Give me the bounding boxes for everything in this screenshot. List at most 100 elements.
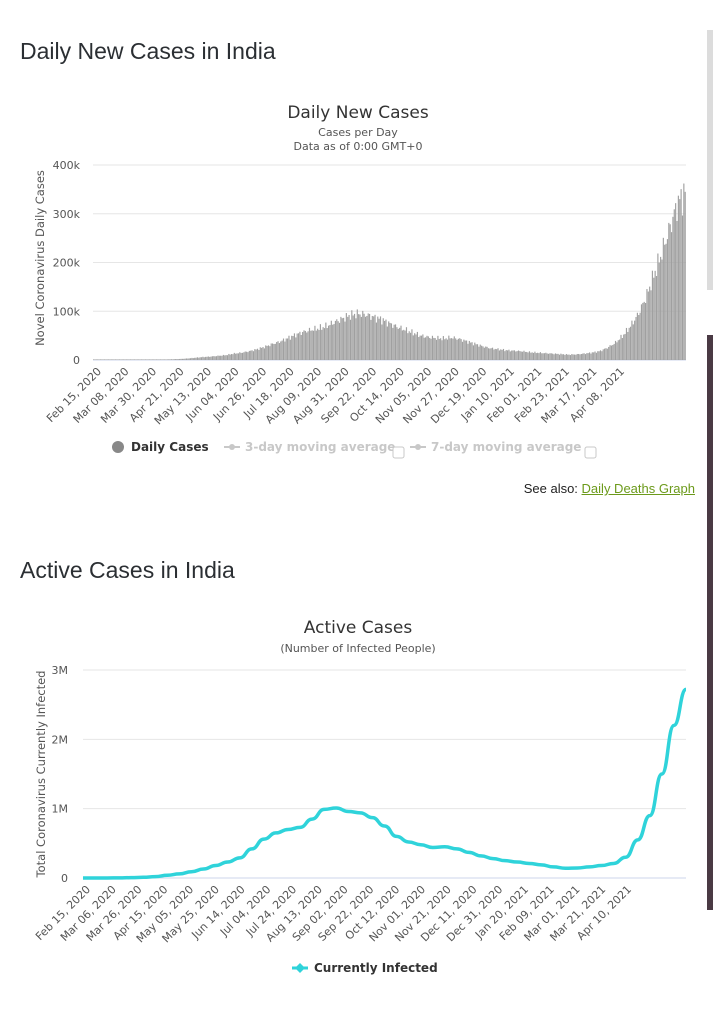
daily-case-bar [233, 352, 235, 360]
daily-case-bar [442, 336, 444, 360]
daily-case-bar [99, 359, 101, 360]
daily-case-bar [613, 343, 615, 360]
daily-case-bar [276, 342, 278, 360]
daily-case-bar [277, 341, 279, 360]
daily-case-bar [502, 348, 505, 360]
daily-case-bar [159, 359, 162, 360]
daily-case-bar [228, 353, 230, 360]
currently-infected-line [83, 687, 688, 880]
daily-case-bar [322, 327, 324, 360]
daily-case-bar [330, 320, 332, 360]
daily-case-bar [568, 354, 570, 360]
daily-case-bar [414, 333, 416, 360]
daily-case-bar [162, 359, 164, 360]
daily-case-bar [487, 348, 490, 360]
daily-case-bar [567, 354, 569, 360]
daily-case-bar [243, 352, 245, 360]
daily-case-bar [621, 338, 623, 360]
daily-case-bar [317, 328, 319, 360]
daily-case-bar [460, 339, 462, 360]
daily-case-bar [288, 335, 290, 360]
daily-case-bar [236, 353, 238, 360]
daily-case-bar [617, 340, 619, 360]
daily-case-bar [400, 325, 402, 360]
daily-case-bar [515, 351, 517, 360]
daily-case-bar [112, 359, 114, 360]
daily-case-bar [646, 289, 648, 360]
daily-case-bar [429, 337, 431, 360]
daily-case-bar [392, 327, 394, 360]
daily-case-bar [604, 348, 606, 360]
daily-case-bar [292, 336, 294, 360]
daily-case-bar [598, 351, 600, 360]
legend-item-1[interactable]: 3-day moving average [245, 440, 395, 454]
active-cases-heading: Active Cases in India [20, 557, 235, 583]
legend-currently-infected[interactable]: Currently Infected [314, 961, 438, 975]
daily-case-bar [420, 335, 423, 360]
daily-case-bar [651, 270, 654, 360]
legend-item-2[interactable]: 7-day moving average [431, 440, 581, 454]
daily-case-bar [393, 324, 395, 360]
daily-case-bar [573, 354, 576, 360]
daily-case-bar [252, 351, 255, 360]
daily-case-bar [293, 333, 296, 360]
daily-case-bar [337, 321, 339, 360]
daily-case-bar [517, 350, 520, 360]
daily-case-bar [128, 359, 130, 360]
daily-case-bar [367, 313, 369, 360]
daily-case-bar [408, 331, 410, 360]
daily-case-bar [375, 322, 377, 360]
daily-case-bar [463, 339, 465, 360]
daily-case-bar [250, 350, 252, 360]
daily-case-bar [188, 358, 190, 360]
daily-case-bar [661, 259, 663, 360]
daily-case-bar [553, 354, 555, 360]
daily-case-bar [377, 316, 379, 360]
daily-case-bar [584, 354, 587, 360]
legend-point-marker [415, 444, 421, 450]
daily-case-bar [291, 335, 293, 360]
daily-case-bar [629, 326, 632, 360]
daily-case-bar [419, 335, 421, 360]
daily-case-bar [476, 344, 479, 360]
legend-item-0[interactable]: Daily Cases [131, 440, 209, 454]
daily-case-bar [127, 359, 129, 360]
daily-case-bar [434, 338, 436, 360]
daily-case-bar [631, 320, 633, 360]
daily-case-bar [343, 317, 345, 360]
daily-case-bar [520, 351, 522, 360]
daily-case-bar [103, 359, 106, 360]
daily-case-bar [117, 359, 119, 360]
daily-case-bar [665, 243, 667, 360]
daily-case-bar [370, 319, 372, 360]
see-also-prefix: See also: [523, 481, 578, 496]
daily-case-bar [207, 356, 209, 360]
daily-case-bar [532, 352, 535, 360]
daily-case-bar [225, 355, 227, 360]
daily-case-bar [425, 337, 427, 360]
daily-case-bar [170, 359, 173, 360]
daily-case-bar [338, 322, 341, 360]
daily-case-bar [632, 324, 634, 360]
y-tick-label: 1M [52, 803, 69, 816]
daily-case-bar [627, 331, 629, 360]
daily-deaths-graph-link[interactable]: Daily Deaths Graph [581, 481, 695, 496]
daily-case-bar [636, 312, 638, 360]
see-also: See also: Daily Deaths Graph [524, 481, 695, 496]
daily-case-bar [150, 359, 152, 360]
legend-point-marker [229, 444, 235, 450]
daily-case-bar [399, 327, 401, 360]
daily-case-bar [131, 359, 133, 360]
daily-case-bar [360, 316, 362, 360]
daily-case-bar [541, 353, 543, 360]
daily-case-bar [237, 353, 239, 360]
toggle-7day-checkbox[interactable] [584, 446, 597, 459]
daily-case-bar [213, 356, 215, 360]
y-tick-label: 0 [61, 872, 68, 885]
daily-case-bar [643, 301, 645, 360]
daily-case-bar [356, 309, 358, 360]
daily-case-bar [418, 337, 420, 360]
daily-case-bar [507, 350, 509, 360]
daily-case-bar [153, 359, 155, 360]
toggle-3day-checkbox[interactable] [392, 446, 405, 459]
